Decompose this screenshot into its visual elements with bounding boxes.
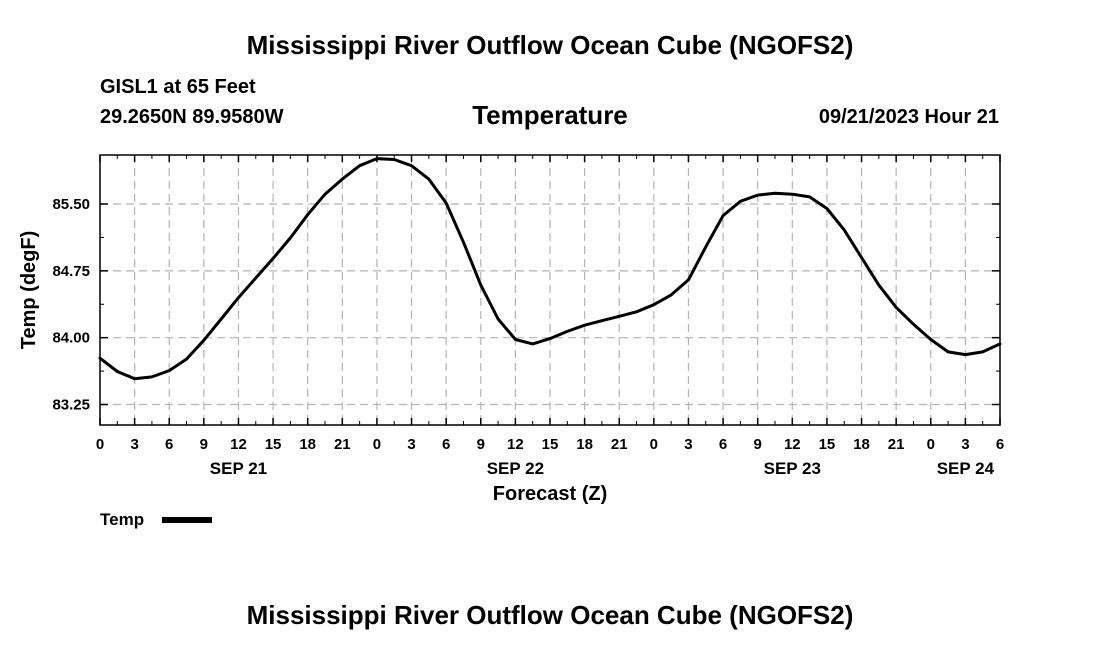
chart-title: Mississippi River Outflow Ocean Cube (NG… [246,30,854,60]
x-axis-label: Forecast (Z) [493,483,607,505]
variable-title: Temperature [472,100,628,130]
x-tick-label: 18 [576,436,593,453]
x-tick-label: 6 [719,436,727,453]
x-tick-label: 9 [754,436,762,453]
x-tick-label: 0 [373,436,381,453]
x-date-label: SEP 21 [210,459,267,478]
x-tick-label: 0 [927,436,935,453]
forecast-datetime: 09/21/2023 Hour 21 [818,106,999,128]
x-tick-label: 9 [477,436,485,453]
x-tick-label: 15 [542,436,559,453]
x-tick-label: 21 [334,436,351,453]
y-tick-label: 83.25 [52,397,90,414]
series-layer [98,157,1002,381]
x-tick-label: 0 [96,436,104,453]
x-tick-label: 6 [165,436,173,453]
x-tick-label: 21 [611,436,628,453]
x-date-label: SEP 24 [937,459,995,478]
x-tick-label: 9 [200,436,208,453]
x-tick-label: 15 [265,436,282,453]
x-tick-label: 18 [299,436,316,453]
x-tick-label: 3 [684,436,692,453]
y-tick-label: 84.00 [52,330,90,347]
x-tick-label: 6 [996,436,1004,453]
axis-labels: Forecast (Z) Temp (degF) [18,231,607,505]
series-line-temp [98,157,1002,381]
legend-label-temp: Temp [100,510,144,529]
y-axis-label: Temp (degF) [18,231,40,350]
x-tick-label: 6 [442,436,450,453]
x-date-label: SEP 23 [764,459,821,478]
legend: Temp [100,510,212,529]
legend-swatch-temp [162,517,212,523]
x-tick-label: 15 [819,436,836,453]
footer-title: Mississippi River Outflow Ocean Cube (NG… [246,600,854,630]
x-tick-label: 12 [784,436,801,453]
y-tick-label: 84.75 [52,263,90,280]
station-label: GISL1 at 65 Feet [100,76,256,98]
y-tick-label: 85.50 [52,196,90,213]
x-tick-label: 0 [650,436,658,453]
x-tick-label: 3 [961,436,969,453]
x-tick-label: 21 [888,436,905,453]
x-tick-label: 12 [507,436,524,453]
axes: 0 3 6 9 12 15 18 21 0 3 6 9 12 15 18 21 0 3 6 9 12 15 18 21 0 3 6S… [52,154,1004,478]
station-coordinates: 29.2650N 89.9580W [100,106,284,128]
x-tick-label: 3 [130,436,138,453]
x-tick-label: 3 [407,436,415,453]
x-date-label: SEP 22 [487,459,544,478]
grid-lines [100,155,1000,425]
x-tick-label: 18 [853,436,870,453]
x-tick-label: 12 [230,436,247,453]
